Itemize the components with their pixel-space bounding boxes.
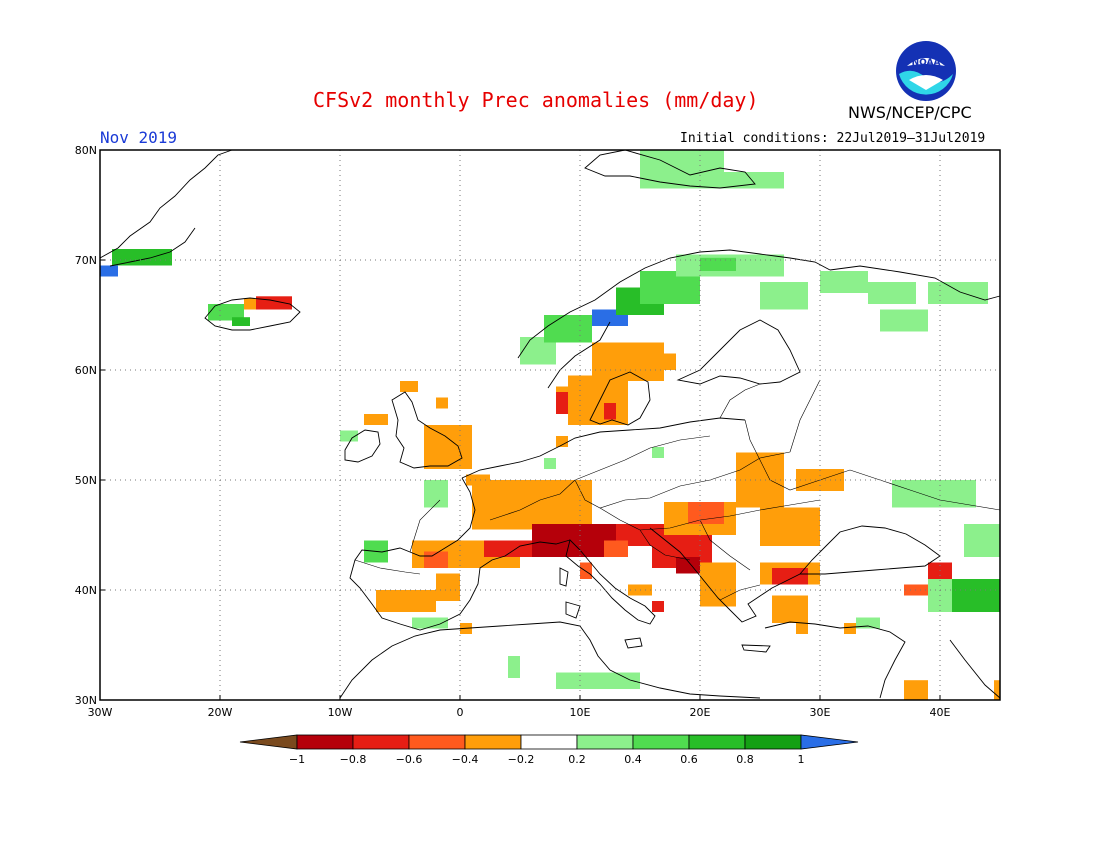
anomaly-cell-34: [508, 656, 520, 678]
anomaly-cell-1: [100, 265, 118, 277]
anomaly-cell-61: [544, 315, 592, 343]
anomaly-cell-24: [688, 502, 724, 524]
anomaly-cell-73: [724, 172, 784, 189]
anomaly-cell-27: [652, 601, 664, 612]
anomaly-cell-70: [928, 282, 988, 304]
lon-tick-label: 20W: [208, 706, 233, 719]
anomaly-cell-75: [544, 458, 556, 469]
anomaly-cell-20: [604, 540, 628, 557]
colorbar-label: 1: [798, 753, 805, 766]
map-grid: [100, 150, 1000, 700]
anomaly-cell-13: [472, 480, 592, 530]
colorbar-segment-7: [688, 734, 746, 750]
anomaly-cell-46: [904, 584, 940, 596]
anomaly-cell-35: [556, 672, 640, 689]
colorbar-label: 0.2: [568, 753, 586, 766]
colorbar-segment-8: [744, 734, 802, 750]
anomaly-cell-48: [952, 579, 1000, 612]
anomaly-cell-14: [424, 480, 448, 508]
colorbar-segment-1: [352, 734, 410, 750]
lon-tick-label: 10W: [328, 706, 353, 719]
lon-tick-label: 30W: [88, 706, 113, 719]
colorbar-label: −1: [289, 753, 305, 766]
anomaly-cell-32: [412, 617, 448, 629]
anomaly-cell-74: [652, 447, 664, 458]
anomaly-cell-2: [208, 304, 244, 321]
anomaly-cell-49: [964, 524, 1000, 557]
lon-tick-label: 0: [457, 706, 464, 719]
colorbar-segment-4: [520, 734, 578, 750]
lon-tick-label: 30E: [810, 706, 831, 719]
colorbar-label: −0.4: [452, 753, 479, 766]
colorbar-arrow-right: [800, 734, 859, 750]
anomaly-cell-69: [868, 282, 916, 304]
colorbar-segment-5: [576, 734, 634, 750]
lon-tick-label: 20E: [690, 706, 711, 719]
anomaly-cell-55: [568, 375, 628, 425]
agency-label: NWS/NCEP/CPC: [848, 103, 972, 122]
anomaly-cell-22: [676, 557, 700, 574]
anomaly-cell-3: [232, 317, 250, 326]
chart-title-text: CFSv2 monthly Prec anomalies (mm/day): [313, 88, 759, 112]
anomaly-cell-30: [376, 590, 436, 612]
colorbar-label: 0.6: [680, 753, 698, 766]
initial-conditions: Initial conditions: 22Jul2019–31Jul2019: [680, 131, 986, 146]
colorbar-label: 0.4: [624, 753, 642, 766]
colorbar-label: −0.6: [396, 753, 423, 766]
colorbar-label: −0.8: [340, 753, 367, 766]
anomaly-cell-71: [880, 309, 928, 332]
country-borders: [354, 379, 1001, 601]
anomaly-cell-72: [640, 150, 724, 189]
lat-tick-label: 60N: [75, 364, 97, 377]
anomaly-cell-7: [364, 414, 388, 425]
anomaly-cell-52: [856, 617, 880, 629]
anomaly-cell-28: [580, 562, 592, 579]
axis-ticks: 30W 20W 10W 0 10E 20E 30E 40E 30N 40N 50N 60N 70N 80N: [75, 144, 951, 719]
anomaly-cell-67: [760, 282, 808, 310]
colorbar-segment-0: [296, 734, 354, 750]
anomaly-cell-0: [112, 249, 172, 266]
logo-text: NOAA: [912, 58, 941, 68]
anomaly-cell-39: [772, 568, 808, 585]
anomaly-cell-51: [994, 680, 1000, 700]
map-frame: [99, 149, 1001, 701]
colorbar-arrow-left: [239, 734, 298, 750]
anomaly-cell-44: [892, 480, 976, 508]
lat-tick-label: 80N: [75, 144, 97, 157]
anomaly-cell-31: [436, 573, 460, 601]
anomaly-cell-59: [604, 403, 616, 420]
anomaly-cell-10: [424, 425, 472, 469]
anomaly-cell-42: [844, 623, 856, 634]
lat-tick-label: 30N: [75, 694, 97, 707]
lat-tick-label: 70N: [75, 254, 97, 267]
colorbar-segment-6: [632, 734, 690, 750]
colorbar-segment-2: [408, 734, 466, 750]
anomaly-cell-50: [904, 680, 928, 700]
colorbar-label: −0.2: [508, 753, 535, 766]
anomaly-cell-58: [556, 436, 568, 447]
anomaly-cell-37: [760, 507, 820, 546]
anomaly-cell-8: [400, 381, 418, 392]
anomaly-cell-11: [436, 397, 448, 409]
forecast-month: Nov 2019: [100, 128, 178, 147]
lat-tick-label: 50N: [75, 474, 97, 487]
colorbar-label: 0.8: [736, 753, 754, 766]
colorbar-segment-3: [464, 734, 522, 750]
lon-tick-label: 10E: [570, 706, 591, 719]
lon-tick-label: 40E: [930, 706, 951, 719]
anomaly-cells: [100, 150, 1000, 700]
anomaly-cell-57: [640, 353, 676, 370]
coastlines: [99, 149, 1001, 699]
anomaly-cell-41: [796, 623, 808, 634]
anomaly-cell-68: [820, 271, 868, 293]
lat-tick-label: 40N: [75, 584, 97, 597]
anomaly-cell-25: [700, 562, 736, 607]
anomaly-cell-66: [700, 257, 736, 271]
anomaly-cell-40: [772, 595, 808, 623]
colorbar: −1 −0.8 −0.6 −0.4 −0.2 0.2 0.4 0.6 0.8 1: [239, 734, 859, 766]
anomaly-cell-6: [340, 430, 358, 442]
noaa-logo-icon: NOAA: [896, 41, 956, 101]
